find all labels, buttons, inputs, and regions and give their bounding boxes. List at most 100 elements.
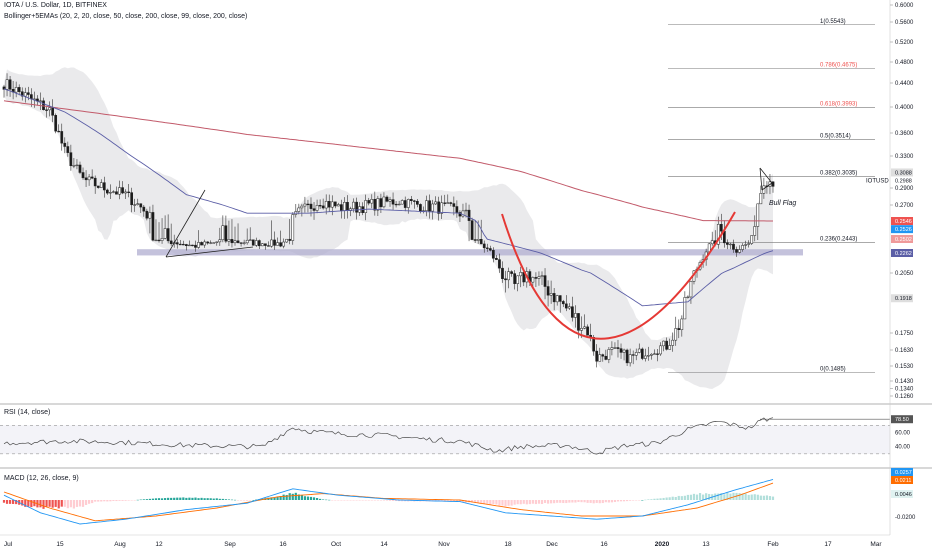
candle-down xyxy=(239,242,243,244)
macd-histogram-bar xyxy=(334,500,337,501)
macd-histogram-bar xyxy=(78,500,82,507)
candle-up xyxy=(440,202,444,214)
candle-down xyxy=(312,208,316,211)
candle xyxy=(656,349,659,362)
macd-histogram-bar xyxy=(215,498,218,500)
candle xyxy=(376,195,380,216)
candle xyxy=(264,243,267,250)
candle-up xyxy=(148,212,152,219)
macd-histogram-bar xyxy=(12,500,15,504)
macd-histogram-bar xyxy=(63,500,66,507)
macd-histogram-bar xyxy=(568,500,571,503)
price-tick-label: 0.1430 xyxy=(895,379,914,385)
candle xyxy=(458,210,462,223)
candle-down xyxy=(194,244,197,248)
candle-down xyxy=(257,240,261,247)
candle-down xyxy=(510,271,513,274)
macd-histogram-bar xyxy=(580,500,583,503)
candle xyxy=(747,240,751,248)
macd-histogram-bar xyxy=(525,500,528,505)
candle-up xyxy=(686,296,690,299)
macd-histogram-bar xyxy=(619,500,623,502)
macd-histogram-bar xyxy=(331,500,334,501)
candle-down xyxy=(601,354,605,357)
macd-histogram-bar xyxy=(391,500,395,501)
candle-up xyxy=(598,354,602,362)
macd-histogram-bar xyxy=(486,500,489,504)
candle xyxy=(251,239,255,246)
candle-down xyxy=(78,164,82,173)
candle-down xyxy=(81,172,85,179)
candle xyxy=(650,353,653,360)
price-tick-label: 0.4000 xyxy=(895,105,914,111)
candle xyxy=(488,245,492,252)
candle xyxy=(312,201,316,220)
candle-down xyxy=(224,225,228,242)
candle-down xyxy=(60,131,64,144)
candle-down xyxy=(616,347,620,349)
bull-flag-label: Bull Flag xyxy=(769,200,796,207)
macd-histogram-bar xyxy=(668,497,671,500)
candle-down xyxy=(63,142,67,147)
macd-histogram-bar xyxy=(592,500,595,504)
candle-down xyxy=(191,244,194,247)
candle xyxy=(507,267,510,289)
macd-histogram-bar xyxy=(559,500,562,503)
candle xyxy=(333,201,337,209)
candle-up xyxy=(343,202,346,211)
candle xyxy=(157,222,161,243)
price-tick-label: 0.1630 xyxy=(895,348,914,354)
macd-histogram-bar xyxy=(534,500,538,505)
candle-down xyxy=(327,201,331,208)
chart-title: IOTA / U.S. Dollar, 1D, BITFINEX xyxy=(4,2,107,9)
macd-histogram-bar xyxy=(303,496,307,500)
candle xyxy=(771,181,775,193)
candle-up xyxy=(622,349,626,353)
macd-histogram-bar xyxy=(480,500,483,504)
price-badge-label: 0.1918 xyxy=(895,296,912,302)
candle xyxy=(513,270,516,290)
candle xyxy=(388,196,392,207)
candle xyxy=(236,223,240,244)
macd-histogram-bar xyxy=(680,496,683,500)
candle xyxy=(291,212,295,245)
rsi-line xyxy=(3,417,774,455)
candle-down xyxy=(452,203,456,207)
candle xyxy=(428,194,431,219)
macd-histogram-bar xyxy=(556,500,559,503)
macd-histogram-bar xyxy=(239,500,243,501)
candle-up xyxy=(203,241,206,246)
candle-down xyxy=(473,239,477,241)
candle-up xyxy=(400,200,404,205)
candle-up xyxy=(689,281,693,298)
candle xyxy=(5,73,9,97)
candle-down xyxy=(577,313,580,331)
candle xyxy=(218,227,222,246)
price-badge-label: 0.2546 xyxy=(895,219,912,225)
fib-label: 0.618(0.3993) xyxy=(820,101,857,107)
macd-histogram-bar xyxy=(66,500,69,509)
candle xyxy=(191,244,194,247)
candle-down xyxy=(102,182,106,191)
candle xyxy=(492,247,495,263)
macd-histogram-bar xyxy=(540,500,544,505)
macd-histogram-bar xyxy=(401,500,404,502)
candle-down xyxy=(394,203,398,206)
macd-histogram-bar xyxy=(136,499,139,501)
time-tick-label: Sep xyxy=(224,541,236,548)
candle xyxy=(267,241,270,247)
macd-histogram-bar xyxy=(84,500,88,506)
macd-histogram-bar xyxy=(708,493,711,500)
candle xyxy=(23,87,27,103)
rsi-pane xyxy=(0,417,890,455)
macd-histogram-bar xyxy=(756,494,759,500)
candle-up xyxy=(99,182,103,188)
macd-histogram-bar xyxy=(613,500,617,503)
candle-up xyxy=(710,240,714,245)
candle-up xyxy=(227,239,231,242)
price-badge-label: 0.2262 xyxy=(895,251,912,257)
candle-up xyxy=(628,354,632,364)
candle-down xyxy=(665,340,668,350)
candle-down xyxy=(306,203,310,206)
